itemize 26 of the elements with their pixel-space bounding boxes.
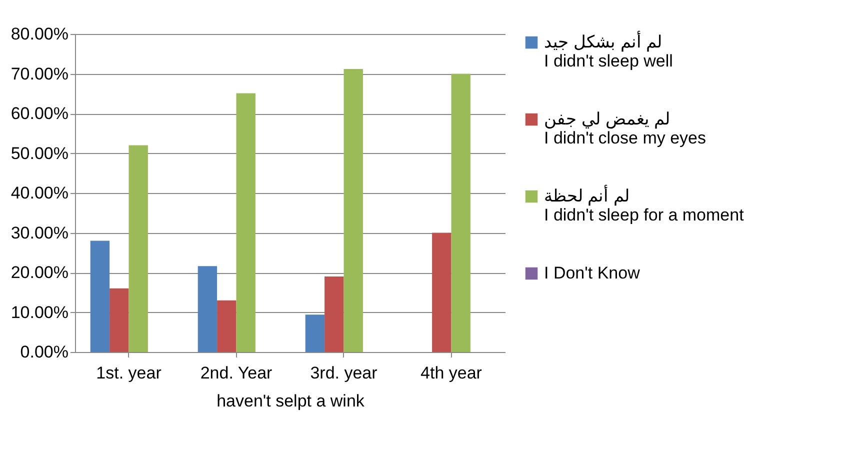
bar — [217, 300, 236, 352]
y-tick-label: 20.00% — [10, 263, 68, 282]
bar — [451, 74, 470, 352]
x-tick-label: 2nd. Year — [200, 364, 273, 382]
y-tick-label: 40.00% — [10, 184, 68, 202]
y-tick-label: 60.00% — [10, 104, 68, 123]
bar — [305, 314, 325, 352]
x-tick-label: 3rd. year — [310, 364, 378, 382]
y-tick-label: 70.00% — [10, 64, 68, 84]
y-tick-label: 80.00% — [10, 24, 68, 44]
y-tick-label: 0.00% — [20, 342, 68, 362]
legend-label: I Don't Know — [544, 264, 641, 282]
y-tick-label: 10.00% — [10, 302, 68, 322]
bar — [344, 68, 363, 352]
bar — [90, 240, 110, 352]
bar — [324, 276, 344, 352]
bar — [128, 145, 148, 352]
bar — [198, 266, 218, 352]
x-axis-title: haven't selpt a wink — [216, 392, 365, 410]
y-tick-label: 50.00% — [10, 144, 68, 163]
bar — [432, 232, 452, 352]
x-tick-label: 4th year — [420, 364, 482, 382]
y-tick-label: 30.00% — [10, 223, 68, 242]
bar — [236, 93, 256, 352]
x-tick-label: 1st. year — [96, 364, 162, 382]
bar — [110, 288, 129, 352]
